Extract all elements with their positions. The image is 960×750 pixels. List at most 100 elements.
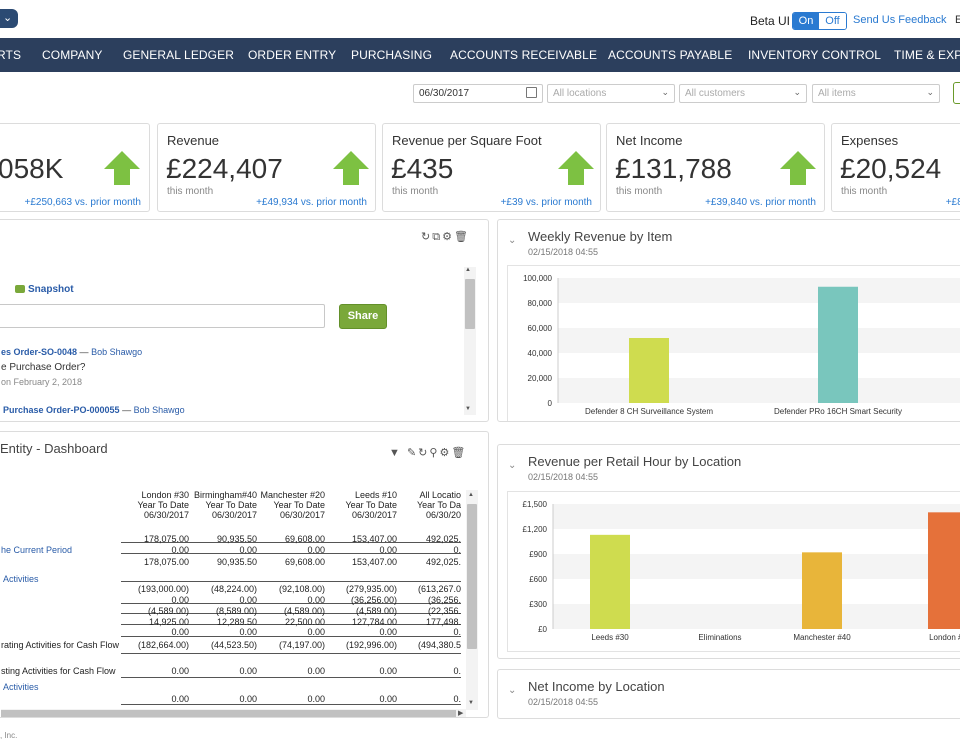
table-cell: 69,608.00 bbox=[284, 557, 325, 567]
locations-filter[interactable]: All locations ⌄ bbox=[547, 84, 675, 103]
table-cell: (22,356. bbox=[427, 606, 461, 616]
filter-icon[interactable]: ▼ bbox=[389, 447, 402, 459]
activity-scrollbar[interactable]: ▲ ▼ bbox=[464, 267, 476, 415]
table-cell: 0.00 bbox=[379, 627, 397, 637]
table-cell: (48,224.00) bbox=[210, 584, 257, 594]
locations-placeholder: All locations bbox=[553, 88, 607, 99]
row-label[interactable]: Activities bbox=[3, 574, 39, 584]
table-cell: 153,407.00 bbox=[351, 557, 397, 567]
y-tick-label: 40,000 bbox=[528, 349, 553, 358]
apply-filter-button[interactable] bbox=[953, 82, 960, 104]
table-cell: 177,498. bbox=[425, 617, 461, 627]
column-header: London #30 bbox=[141, 490, 189, 500]
row-label[interactable]: he Current Period bbox=[1, 545, 73, 555]
scrollbar-thumb[interactable] bbox=[465, 279, 475, 329]
nav-item-time-expenses[interactable]: TIME & EXPE bbox=[894, 48, 960, 62]
table-cell: 0.00 bbox=[171, 595, 189, 605]
pencil-icon[interactable]: ✎ bbox=[406, 447, 419, 459]
top-menu-item[interactable]: E bbox=[955, 14, 960, 26]
toggle-on[interactable]: On bbox=[793, 13, 820, 29]
trash-icon[interactable]: 🗑 bbox=[453, 231, 470, 243]
beta-ui-toggle[interactable]: On Off bbox=[792, 12, 847, 30]
activity-item-link[interactable]: es Order-SO-0048 bbox=[1, 347, 78, 357]
collapse-chevron-icon[interactable]: ⌄ bbox=[508, 235, 517, 246]
table-scrollbar[interactable]: ▲ ▼ bbox=[466, 490, 478, 710]
scroll-right-icon[interactable]: ▶ bbox=[458, 710, 464, 717]
table-cell: 492,025. bbox=[425, 534, 461, 544]
table-cell: (279,935.00) bbox=[345, 584, 397, 594]
y-tick-label: £1,500 bbox=[523, 500, 548, 509]
table-rule bbox=[121, 653, 461, 654]
table-row: 14,925.00 12,289.50 22,500.00 127,784.00 177… bbox=[0, 617, 461, 628]
activity-item: Purchase Order-PO-000055 — Bob Shawgo bbox=[3, 405, 185, 415]
share-button[interactable]: Share bbox=[339, 304, 387, 329]
table-row: Activities bbox=[0, 682, 461, 693]
share-input[interactable] bbox=[0, 304, 325, 328]
scrollbar-thumb[interactable] bbox=[467, 504, 477, 649]
nav-item-company[interactable]: COMPANY bbox=[42, 48, 103, 62]
activity-panel: ↻⧉⚙🗑 Snapshot Share es Order-SO-0048 — B… bbox=[0, 219, 489, 422]
panel-date: 02/15/2018 04:55 bbox=[528, 472, 599, 482]
refresh-icon[interactable]: ↻ bbox=[418, 447, 430, 459]
table-row: 178,075.00 90,935.50 69,608.00 153,407.00 49… bbox=[0, 534, 461, 545]
nav-item-inventory-control[interactable]: INVENTORY CONTROL bbox=[748, 48, 882, 62]
items-filter[interactable]: All items ⌄ bbox=[812, 84, 940, 103]
trash-icon[interactable]: 🗑 bbox=[451, 447, 468, 459]
customers-filter[interactable]: All customers ⌄ bbox=[679, 84, 807, 103]
customers-placeholder: All customers bbox=[685, 88, 746, 99]
footer-copyright: , Inc. bbox=[0, 731, 18, 740]
nav-item-general-ledger[interactable]: GENERAL LEDGER bbox=[123, 48, 234, 62]
activity-user-link[interactable]: Bob Shawgo bbox=[91, 347, 143, 357]
table-cell: 90,935.50 bbox=[216, 534, 257, 544]
y-tick-label: 80,000 bbox=[528, 299, 553, 308]
kpi-subtitle: this month bbox=[392, 186, 439, 197]
nav-item-order-entry[interactable]: ORDER ENTRY bbox=[248, 48, 337, 62]
snapshot-label: Snapshot bbox=[28, 284, 74, 295]
horizontal-scrollbar[interactable]: ▶ bbox=[1, 709, 466, 717]
y-tick-label: 100,000 bbox=[523, 274, 552, 283]
scroll-up-icon[interactable]: ▲ bbox=[465, 267, 471, 273]
gear-icon[interactable]: ⚙ bbox=[439, 447, 452, 459]
scrollbar-thumb[interactable] bbox=[1, 710, 456, 717]
nav-item-purchasing[interactable]: PURCHASING bbox=[351, 48, 433, 62]
calendar-icon[interactable] bbox=[526, 87, 537, 98]
y-tick-label: £300 bbox=[529, 600, 547, 609]
row-label: sting Activities for Cash Flow bbox=[1, 666, 116, 676]
refresh-icon[interactable]: ↻ bbox=[421, 231, 433, 243]
search-icon[interactable]: ⚲ bbox=[429, 447, 440, 459]
snapshot-button[interactable]: Snapshot bbox=[15, 284, 74, 295]
nav-item-accounts-receivable[interactable]: ACCOUNTS RECEIVABLE bbox=[450, 48, 598, 62]
table-cell: (4,589.00) bbox=[283, 606, 325, 616]
collapse-chevron-icon[interactable]: ⌄ bbox=[508, 685, 517, 696]
column-header: Year To Date bbox=[273, 500, 325, 510]
net-income-by-location-panel: ⌄ Net Income by Location 02/15/2018 04:5… bbox=[497, 669, 960, 719]
chevron-down-icon: ⌄ bbox=[793, 87, 801, 97]
toggle-off[interactable]: Off bbox=[819, 13, 846, 29]
activity-item-link[interactable]: Purchase Order-PO-000055 bbox=[3, 405, 120, 415]
kpi-delta: +£8,0 bbox=[945, 197, 960, 208]
row-label[interactable]: Activities bbox=[3, 682, 39, 692]
column-header: 06/30/2017 bbox=[143, 510, 189, 520]
gear-icon[interactable]: ⚙ bbox=[442, 231, 454, 243]
nav-item-accounts-payable[interactable]: ACCOUNTS PAYABLE bbox=[608, 48, 733, 62]
feedback-link[interactable]: Send Us Feedback bbox=[853, 14, 947, 26]
scroll-down-icon[interactable]: ▼ bbox=[465, 406, 471, 412]
chevron-down-icon: ⌄ bbox=[926, 87, 934, 97]
table-cell: (36,256.00) bbox=[350, 595, 397, 605]
company-menu-button[interactable]: ⌄ bbox=[0, 9, 18, 28]
y-tick-label: £900 bbox=[529, 550, 547, 559]
nav-item-reports[interactable]: RTS bbox=[0, 48, 22, 62]
popout-icon[interactable]: ⧉ bbox=[432, 231, 443, 243]
top-bar: ⌄ Beta UI On Off Send Us Feedback E bbox=[0, 0, 960, 38]
table-cell: 153,407.00 bbox=[351, 534, 397, 544]
panel-title: Entity - Dashboard bbox=[0, 441, 108, 456]
table-cell: 0.00 bbox=[239, 595, 257, 605]
table-rule bbox=[121, 624, 461, 625]
scroll-up-icon[interactable]: ▲ bbox=[468, 492, 474, 498]
date-filter[interactable]: 06/30/2017 bbox=[413, 84, 543, 103]
activity-user-link[interactable]: Bob Shawgo bbox=[133, 405, 185, 415]
date-filter-value: 06/30/2017 bbox=[419, 88, 470, 99]
scroll-down-icon[interactable]: ▼ bbox=[468, 700, 474, 706]
chevron-down-icon: ⌄ bbox=[3, 12, 13, 24]
collapse-chevron-icon[interactable]: ⌄ bbox=[508, 460, 517, 471]
